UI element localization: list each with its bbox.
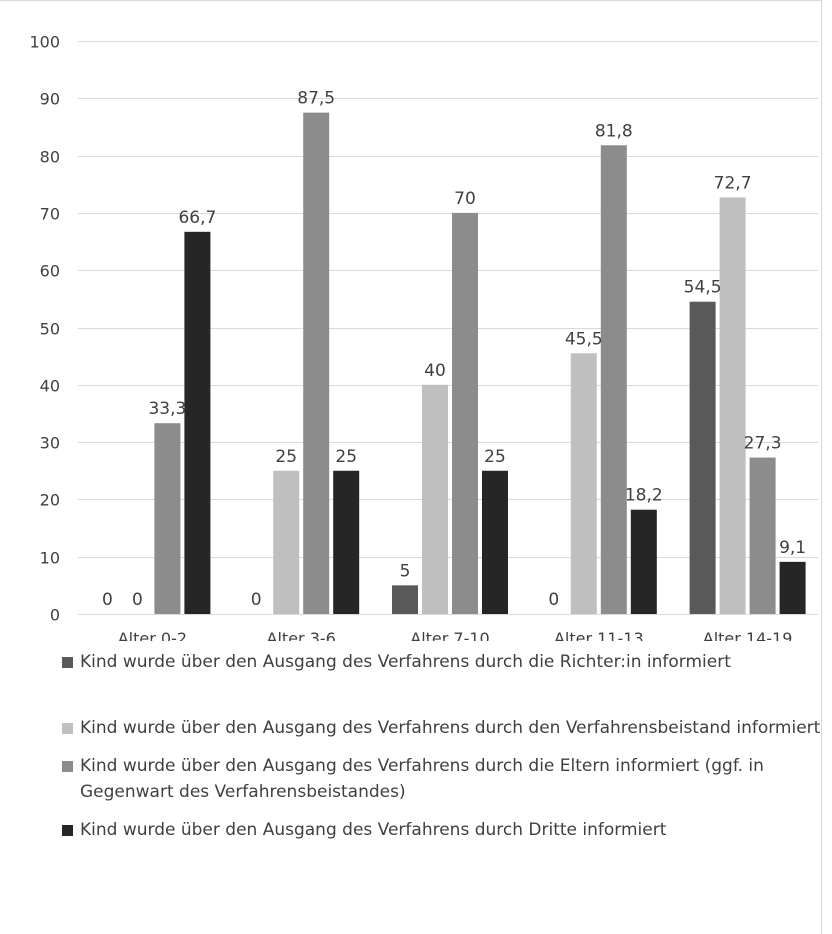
data-label-s2-c3: 81,8 xyxy=(595,121,633,141)
y-tick-label-100: 100 xyxy=(29,33,60,52)
bar-s3-c3 xyxy=(630,509,657,614)
bar-s1-c4 xyxy=(719,197,746,614)
bar-s0-c4 xyxy=(689,301,716,614)
data-label-s1-c2: 40 xyxy=(424,361,446,381)
bar-s3-c1 xyxy=(333,470,360,614)
y-tick-label-60: 60 xyxy=(40,262,60,281)
legend-label-verfahrensbeistand: Kind wurde über den Ausgang des Verfahre… xyxy=(80,718,821,738)
data-label-s0-c1: 0 xyxy=(251,590,262,610)
legend-swatch-dritte xyxy=(62,825,73,836)
data-label-s2-c0: 33,3 xyxy=(148,399,186,419)
data-label-s1-c3: 45,5 xyxy=(565,329,603,349)
bar-s2-c2 xyxy=(452,212,478,614)
y-tick-label-30: 30 xyxy=(40,434,60,453)
legend-label-dritte: Kind wurde über den Ausgang des Verfahre… xyxy=(80,820,667,840)
bar-s3-c4 xyxy=(779,561,806,614)
legend-item-richter: Kind wurde über den Ausgang des Verfahre… xyxy=(62,649,822,675)
legend-label-richter: Kind wurde über den Ausgang des Verfahre… xyxy=(80,652,731,672)
bar-s3-c0 xyxy=(184,231,211,614)
data-label-s2-c4: 27,3 xyxy=(744,434,782,454)
bar-s2-c4 xyxy=(749,457,776,614)
bar-s1-c3 xyxy=(570,353,597,614)
data-label-s1-c1: 25 xyxy=(275,447,297,467)
category-label-1: Alter 3-6 xyxy=(267,629,336,641)
y-tick-label-70: 70 xyxy=(40,205,60,224)
y-tick-label-80: 80 xyxy=(40,148,60,167)
bar-s2-c3 xyxy=(600,145,627,614)
y-axis-tick-labels: 0 10 20 30 40 50 60 70 80 90 100 xyxy=(29,33,60,625)
bar-s1-c2 xyxy=(422,384,448,614)
legend-label-eltern: Kind wurde über den Ausgang des Verfahre… xyxy=(80,756,764,802)
data-labels: 0 033,366,702587,5255407025045,581,818,25… xyxy=(102,89,806,610)
bar-s0-c2 xyxy=(392,585,418,614)
category-label-2: Alter 7-10 xyxy=(410,629,489,641)
y-tick-label-20: 20 xyxy=(40,491,60,510)
bar-s3-c2 xyxy=(482,470,508,614)
data-label-s1-c4: 72,7 xyxy=(714,173,752,193)
legend: Kind wurde über den Ausgang des Verfahre… xyxy=(62,649,822,843)
bars xyxy=(154,112,806,614)
bar-s1-c1 xyxy=(273,470,300,614)
bar-s2-c1 xyxy=(303,112,330,614)
data-label-s3-c4: 9,1 xyxy=(779,538,806,558)
legend-swatch-verfahrensbeistand xyxy=(62,723,73,734)
data-label-s0-c0: 0 xyxy=(102,590,113,610)
data-label-s1-c0: 0 xyxy=(132,590,143,610)
legend-item-dritte: Kind wurde über den Ausgang des Verfahre… xyxy=(62,817,822,843)
category-label-0: Alter 0-2 xyxy=(118,629,187,641)
category-label-3: Alter 11-13 xyxy=(554,629,644,641)
y-tick-label-50: 50 xyxy=(40,320,60,339)
data-label-s2-c1: 87,5 xyxy=(297,89,335,109)
data-label-s0-c2: 5 xyxy=(400,561,411,581)
data-label-s3-c0: 66,7 xyxy=(178,208,216,228)
data-label-s0-c4: 54,5 xyxy=(684,278,722,298)
y-tick-label-90: 90 xyxy=(40,90,60,109)
x-axis-category-labels: Alter 0-2 Alter 3-6 Alter 7-10 Alter 11-13 A… xyxy=(118,629,793,641)
legend-swatch-richter xyxy=(62,657,73,668)
y-tick-label-40: 40 xyxy=(40,377,60,396)
data-label-s3-c1: 25 xyxy=(335,447,357,467)
data-label-s0-c3: 0 xyxy=(548,590,559,610)
bar-s2-c0 xyxy=(154,423,181,614)
y-tick-label-10: 10 xyxy=(40,549,60,568)
data-label-s2-c2: 70 xyxy=(454,189,476,209)
y-tick-label-0: 0 xyxy=(50,606,60,625)
legend-swatch-eltern xyxy=(62,761,73,772)
legend-item-eltern: Kind wurde über den Ausgang des Verfahre… xyxy=(62,753,822,805)
legend-item-verfahrensbeistand: Kind wurde über den Ausgang des Verfahre… xyxy=(62,715,822,741)
data-label-s3-c3: 18,2 xyxy=(625,486,663,506)
data-label-s3-c2: 25 xyxy=(484,447,506,467)
category-label-4: Alter 14-19 xyxy=(703,629,793,641)
